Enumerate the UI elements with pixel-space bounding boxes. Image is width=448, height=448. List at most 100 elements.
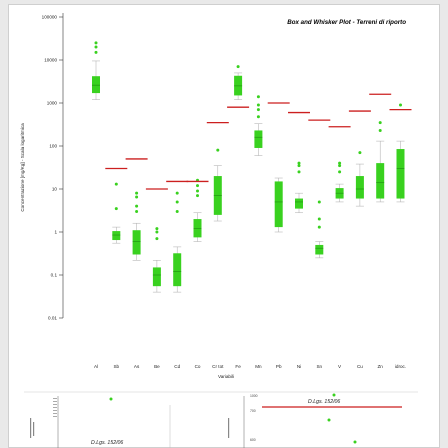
box-co [193,178,202,242]
outlier-point [155,227,159,231]
y-tick-label: 0.01 [48,316,57,321]
outlier-point [175,191,179,195]
outlier-point [196,184,199,188]
outlier-point [236,65,240,69]
outlier-point [155,230,159,234]
box-iqr [193,219,202,238]
outlier-point [135,204,139,208]
outlier-point [399,103,402,107]
box-iqr [295,198,303,209]
bottom-right-annotation: D.Lgs. 152/06 [308,399,340,405]
outlier-point [317,200,321,204]
box-al [92,41,100,100]
outlier-point [155,237,159,241]
outlier-point [338,161,342,165]
outlier-point [256,108,260,112]
outlier-point [317,217,321,221]
x-tick-label: Zn [378,364,384,369]
box-iqr [355,176,364,199]
box-mn [254,95,263,156]
y-tick-label: 0.1 [51,273,58,278]
box-cu [355,151,364,207]
outlier-point [297,170,301,174]
box-iqr [376,163,385,199]
box-iqr [396,149,405,199]
plot-area [92,41,412,293]
box-zn [376,121,385,203]
x-tick-label: Mn [255,364,262,369]
box-iqr [173,253,182,287]
box-v [335,161,344,203]
box-sb [112,182,121,244]
x-tick-label: Pb [276,364,282,369]
outlier-point [256,103,260,107]
x-tick-label: Co [195,364,201,369]
outlier-point [94,50,98,54]
box-iqr [254,130,263,148]
outlier-point [135,191,139,195]
outlier-point [114,207,118,211]
outlier-point [256,95,260,99]
bottom-right-tick-700: 700 [250,409,256,413]
outlier-point [94,41,98,45]
bottom-right-side-label [228,418,230,438]
bottom-left-chart: D.Lgs. 152/06 [30,396,171,448]
outlier-point [135,209,139,213]
x-tick-label: Sb [113,364,119,369]
outlier-point [94,45,98,49]
outlier-point [338,164,342,168]
outlier-point [196,194,199,198]
x-tick-label: Cr tot [212,364,224,369]
box-ni [295,161,303,214]
x-tick-label: As [134,364,140,369]
bottom-right-tick-600: 600 [250,438,256,442]
outlier-point [135,195,139,199]
box-iqr [92,76,100,94]
box-iqr [274,181,283,228]
box-sn [315,200,324,259]
x-tick-label: Fe [235,364,241,369]
outlier-point [114,182,118,186]
box-idroc [396,103,405,203]
bottom-right-outlier-2 [327,418,331,422]
x-tick-label: Ni [297,364,301,369]
outlier-point [175,200,179,204]
outlier-point [216,148,220,152]
x-tick-label: Al [94,364,98,369]
box-iqr [132,230,141,255]
x-tick-label: Sn [316,364,322,369]
outlier-point [256,115,260,119]
outlier-point [297,161,301,165]
outlier-point [297,164,301,168]
box-fe [234,65,243,100]
bottom-left-tick-marks [53,398,57,417]
x-tick-label: Be [154,364,160,369]
x-tick-label: idroc. [395,364,406,369]
y-tick-label: 100 [49,144,57,149]
outlier-point [317,225,321,229]
bottom-right-outlier-3 [353,440,357,444]
outlier-point [378,128,382,132]
box-cd [173,191,182,293]
box-pb [274,177,283,233]
bottom-left-outlier [109,397,113,401]
box-be [152,227,161,293]
x-axis-ticks: Al Sb As Be Cd Co Cr tot Fe Mn Pb Ni Sn V Cu Zn idroc. [94,364,406,369]
bottom-right-tick-1000: 1000 [250,394,258,398]
bottom-right-chart: 1000 700 600 D.Lgs. 152/06 [228,393,402,448]
outlier-point [358,151,362,155]
y-tick-label: 1000 [47,101,58,106]
x-tick-label: V [338,364,342,369]
box-iqr [112,231,121,241]
x-tick-label: Cu [357,364,363,369]
box-crtot [213,148,222,222]
y-tick-label: 1 [54,230,57,235]
outlier-point [338,170,342,174]
y-tick-label: 100000 [42,15,58,20]
outlier-point [378,121,382,125]
outlier-point [196,189,199,193]
bottom-left-annotation: D.Lgs. 152/06 [91,440,123,446]
y-axis-ticks: 100000 10000 1000 100 10 1 0.1 0.01 [42,15,63,321]
